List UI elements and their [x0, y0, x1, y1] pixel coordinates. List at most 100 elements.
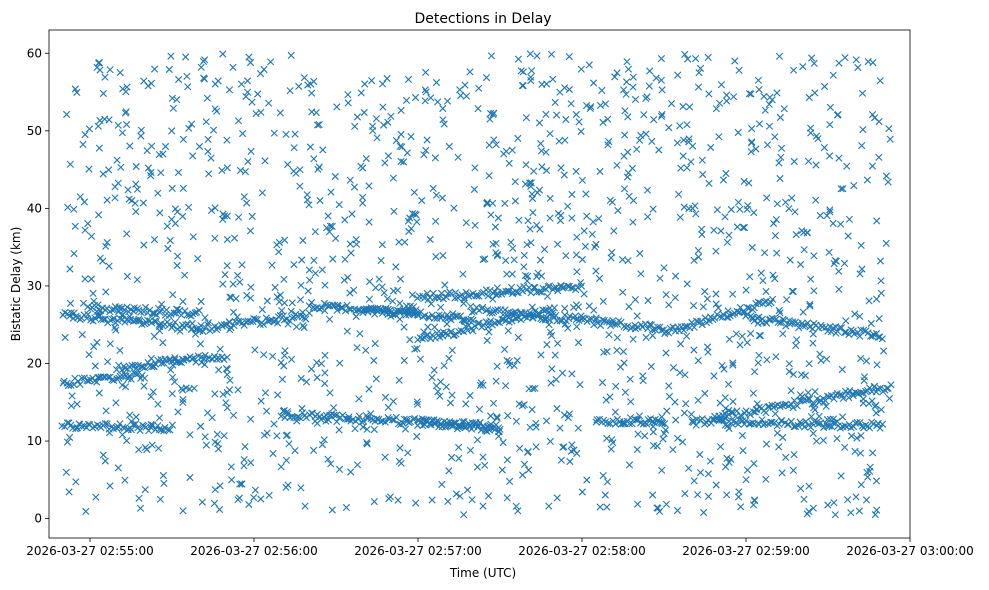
detection-point [807, 423, 815, 431]
detection-point [101, 419, 109, 428]
detection-point [179, 395, 187, 404]
detection-point [225, 86, 234, 94]
detection-point [806, 300, 814, 308]
detection-point [377, 256, 385, 265]
detection-point [667, 100, 676, 108]
detection-point [137, 126, 145, 134]
detection-point [639, 372, 647, 380]
detection-point [535, 119, 544, 127]
detection-point [433, 417, 441, 425]
detection-point [502, 382, 510, 390]
detection-point [625, 461, 634, 469]
detection-point [315, 163, 323, 171]
detection-point [91, 362, 99, 370]
detection-point [595, 215, 603, 223]
detection-point [871, 511, 879, 519]
detection-point [440, 362, 448, 370]
detection-point [421, 97, 429, 105]
detection-point [518, 82, 526, 90]
detection-point [290, 144, 298, 152]
detection-point [198, 358, 206, 366]
detection-point [515, 216, 523, 224]
detection-point [340, 276, 348, 284]
detection-point [360, 417, 368, 425]
detection-point [676, 122, 684, 130]
detection-point [776, 309, 784, 317]
detection-point [177, 311, 185, 319]
x-tick-label: 2026-03-27 03:00:00 [846, 544, 973, 558]
detection-point [589, 218, 597, 226]
detection-point [418, 415, 426, 423]
detection-point [823, 212, 831, 220]
detection-point [622, 90, 630, 98]
detection-point [834, 111, 842, 119]
detection-point [748, 138, 756, 146]
detection-point [110, 314, 118, 323]
detection-point [681, 50, 689, 58]
detection-point [601, 100, 610, 108]
detection-point [305, 201, 313, 209]
detection-point [716, 443, 725, 451]
detection-point [657, 76, 665, 84]
detection-point [352, 312, 360, 321]
detection-point [851, 447, 859, 455]
detection-point [812, 437, 821, 445]
detection-point [64, 203, 72, 211]
detection-point [804, 319, 812, 327]
detection-point [303, 191, 311, 199]
detection-point [842, 317, 850, 325]
detection-point [680, 136, 688, 144]
detection-point [868, 332, 876, 340]
detection-point [459, 327, 468, 336]
detection-point [394, 496, 402, 504]
detection-point [310, 77, 318, 86]
detection-point [265, 491, 273, 499]
detection-point [87, 316, 95, 324]
detection-point [290, 261, 298, 269]
detection-point [814, 135, 822, 143]
detection-point [676, 369, 684, 377]
detection-point [694, 396, 702, 404]
detection-point [101, 115, 109, 123]
detection-point [557, 164, 565, 172]
detection-point [637, 131, 645, 139]
detection-point [342, 307, 350, 315]
detection-point [475, 84, 483, 92]
detection-point [438, 194, 446, 202]
detection-point [528, 303, 536, 311]
detection-point [190, 384, 198, 392]
detection-point [812, 196, 820, 204]
detection-point [677, 164, 685, 172]
detection-point [583, 476, 591, 484]
detection-point [389, 297, 397, 305]
detection-point [455, 443, 463, 451]
detection-point [333, 103, 341, 111]
detection-point [291, 447, 299, 455]
detection-point [681, 490, 689, 498]
detection-point [765, 100, 773, 108]
detection-point [812, 161, 820, 169]
detection-point [593, 416, 601, 424]
detection-point [533, 272, 541, 281]
detection-point [788, 287, 796, 295]
detection-point [850, 182, 858, 190]
detection-point [754, 76, 762, 84]
detection-point [508, 146, 516, 154]
detection-point [799, 63, 807, 71]
detection-point [455, 423, 463, 431]
detection-point [561, 84, 569, 92]
detection-point [292, 169, 300, 177]
detection-point [473, 463, 481, 471]
detection-point [169, 322, 177, 330]
detection-point [878, 420, 887, 428]
detection-point [627, 398, 635, 406]
detection-point [285, 440, 293, 448]
detection-point [133, 185, 141, 193]
detection-point [841, 422, 849, 430]
detection-point [140, 77, 148, 85]
detection-point [663, 407, 671, 415]
detection-point [613, 346, 621, 354]
detection-point [495, 427, 503, 435]
detection-point [598, 316, 607, 324]
detection-point [811, 89, 819, 97]
